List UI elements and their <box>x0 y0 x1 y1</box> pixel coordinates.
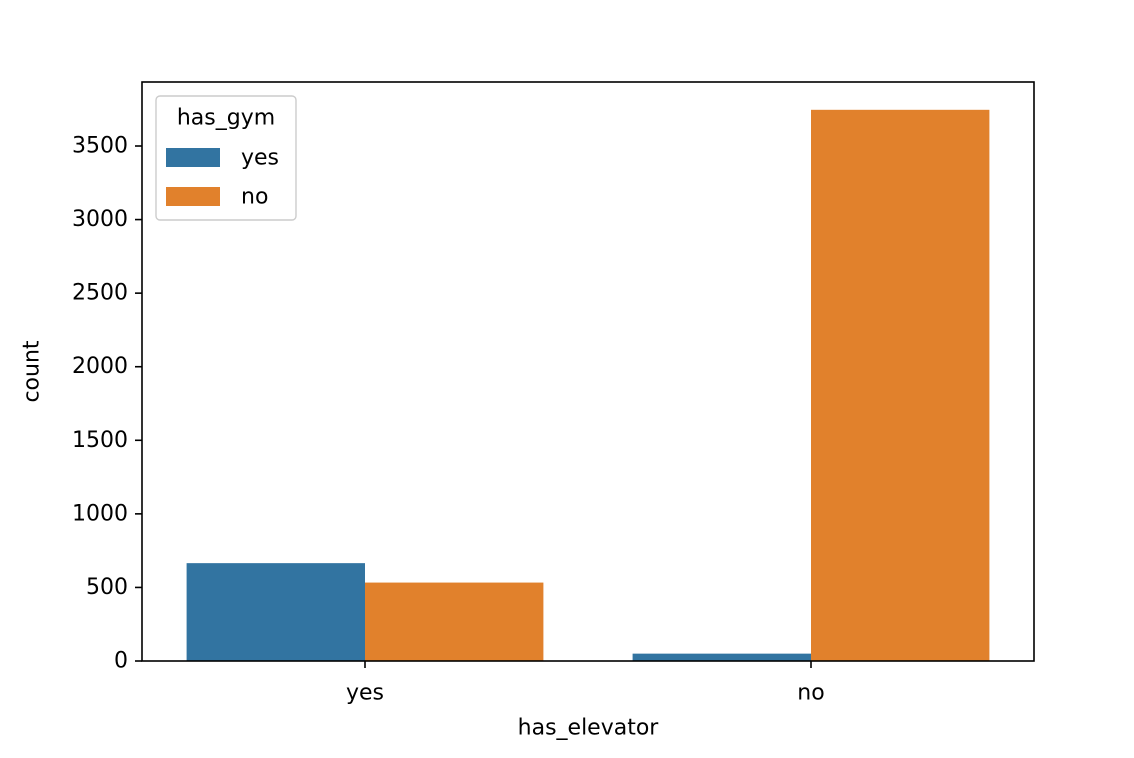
legend-swatch-no <box>166 187 220 206</box>
legend-label-yes: yes <box>241 146 279 171</box>
bar-no-yes <box>632 653 811 661</box>
bar-yes-yes <box>186 563 365 661</box>
x-axis-label: has_elevator <box>518 716 660 741</box>
legend-swatch-yes <box>166 148 220 167</box>
legend-label-no: no <box>241 185 268 210</box>
bars-layer <box>186 109 990 662</box>
y-tick-label: 500 <box>86 575 128 600</box>
y-tick-label: 2000 <box>72 354 128 379</box>
y-tick-label: 1500 <box>72 428 128 453</box>
y-axis-label: count <box>20 340 45 402</box>
y-tick-label: 0 <box>114 649 128 674</box>
bar-no-no <box>811 109 990 662</box>
x-tick-label: yes <box>346 681 384 706</box>
x-tick-label: no <box>797 681 824 706</box>
y-tick-label: 3000 <box>72 207 128 232</box>
legend-title: has_gym <box>177 106 275 131</box>
y-tick-label: 2500 <box>72 281 128 306</box>
y-tick-label: 3500 <box>72 134 128 159</box>
plot-frame <box>141 81 1035 662</box>
axes-layer: 0 500 1000 1500 2000 2500 3000 3500 yes no has_ele… <box>20 81 1035 741</box>
bar-yes-no <box>365 582 544 661</box>
y-tick-label: 1000 <box>72 501 128 526</box>
